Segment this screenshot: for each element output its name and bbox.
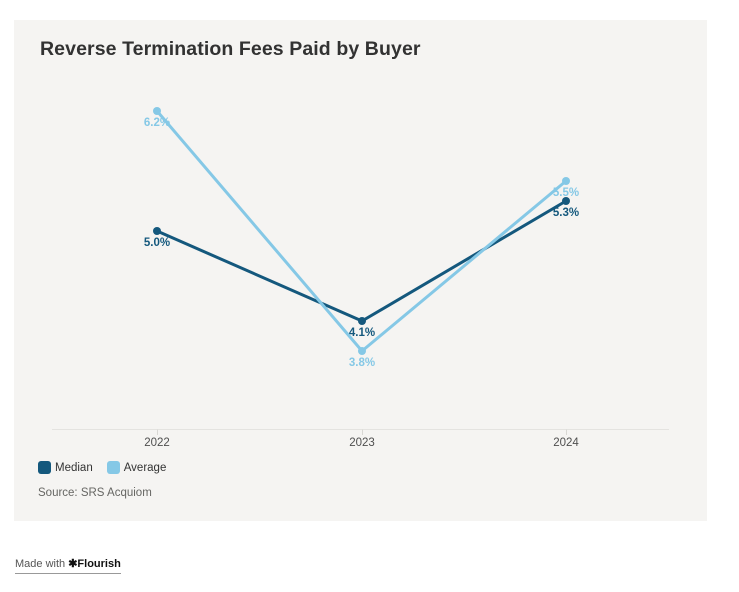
source-text: Source: SRS Acquiom [38, 487, 152, 499]
legend-label-average: Average [123, 461, 167, 474]
legend-item-average[interactable]: Average [106, 461, 167, 474]
data-point-median[interactable] [358, 317, 366, 325]
data-label-average: 6.2% [144, 117, 170, 129]
flourish-logo: ✱Flourish [68, 558, 121, 570]
data-label-average: 5.5% [553, 187, 579, 199]
data-point-average[interactable] [562, 177, 570, 185]
data-point-median[interactable] [153, 227, 161, 235]
flourish-brand-text: Flourish [77, 558, 121, 570]
data-label-median: 5.3% [553, 207, 579, 219]
series-line-average [155, 109, 568, 353]
flourish-credit-link[interactable]: Made with ✱Flourish [15, 557, 121, 574]
legend-item-median[interactable]: Median [38, 461, 93, 474]
flourish-asterisk-icon: ✱ [68, 558, 78, 570]
average-swatch-icon [106, 461, 120, 474]
x-axis-label: 2022 [144, 437, 170, 449]
made-with-text: Made with [15, 558, 66, 570]
data-label-median: 5.0% [144, 237, 170, 249]
line-chart: 2022 2023 2024 5.0% 4.1% 5.3% 6.2% 3.8% 5.5% [52, 107, 669, 449]
chart-title: Reverse Termination Fees Paid by Buyer [40, 38, 421, 60]
legend-label-median: Median [55, 461, 93, 474]
series-line-median [155, 199, 568, 323]
data-point-average[interactable] [358, 347, 366, 355]
chart-card: Reverse Termination Fees Paid by Buyer 2… [14, 20, 707, 521]
x-axis-label: 2024 [553, 437, 579, 449]
data-label-median: 4.1% [349, 327, 375, 339]
x-axis-label: 2023 [349, 437, 375, 449]
data-label-average: 3.8% [349, 357, 375, 369]
data-point-average[interactable] [153, 107, 161, 115]
median-swatch-icon [38, 461, 51, 474]
data-point-median[interactable] [562, 197, 570, 205]
legend: Median Average [38, 461, 166, 474]
